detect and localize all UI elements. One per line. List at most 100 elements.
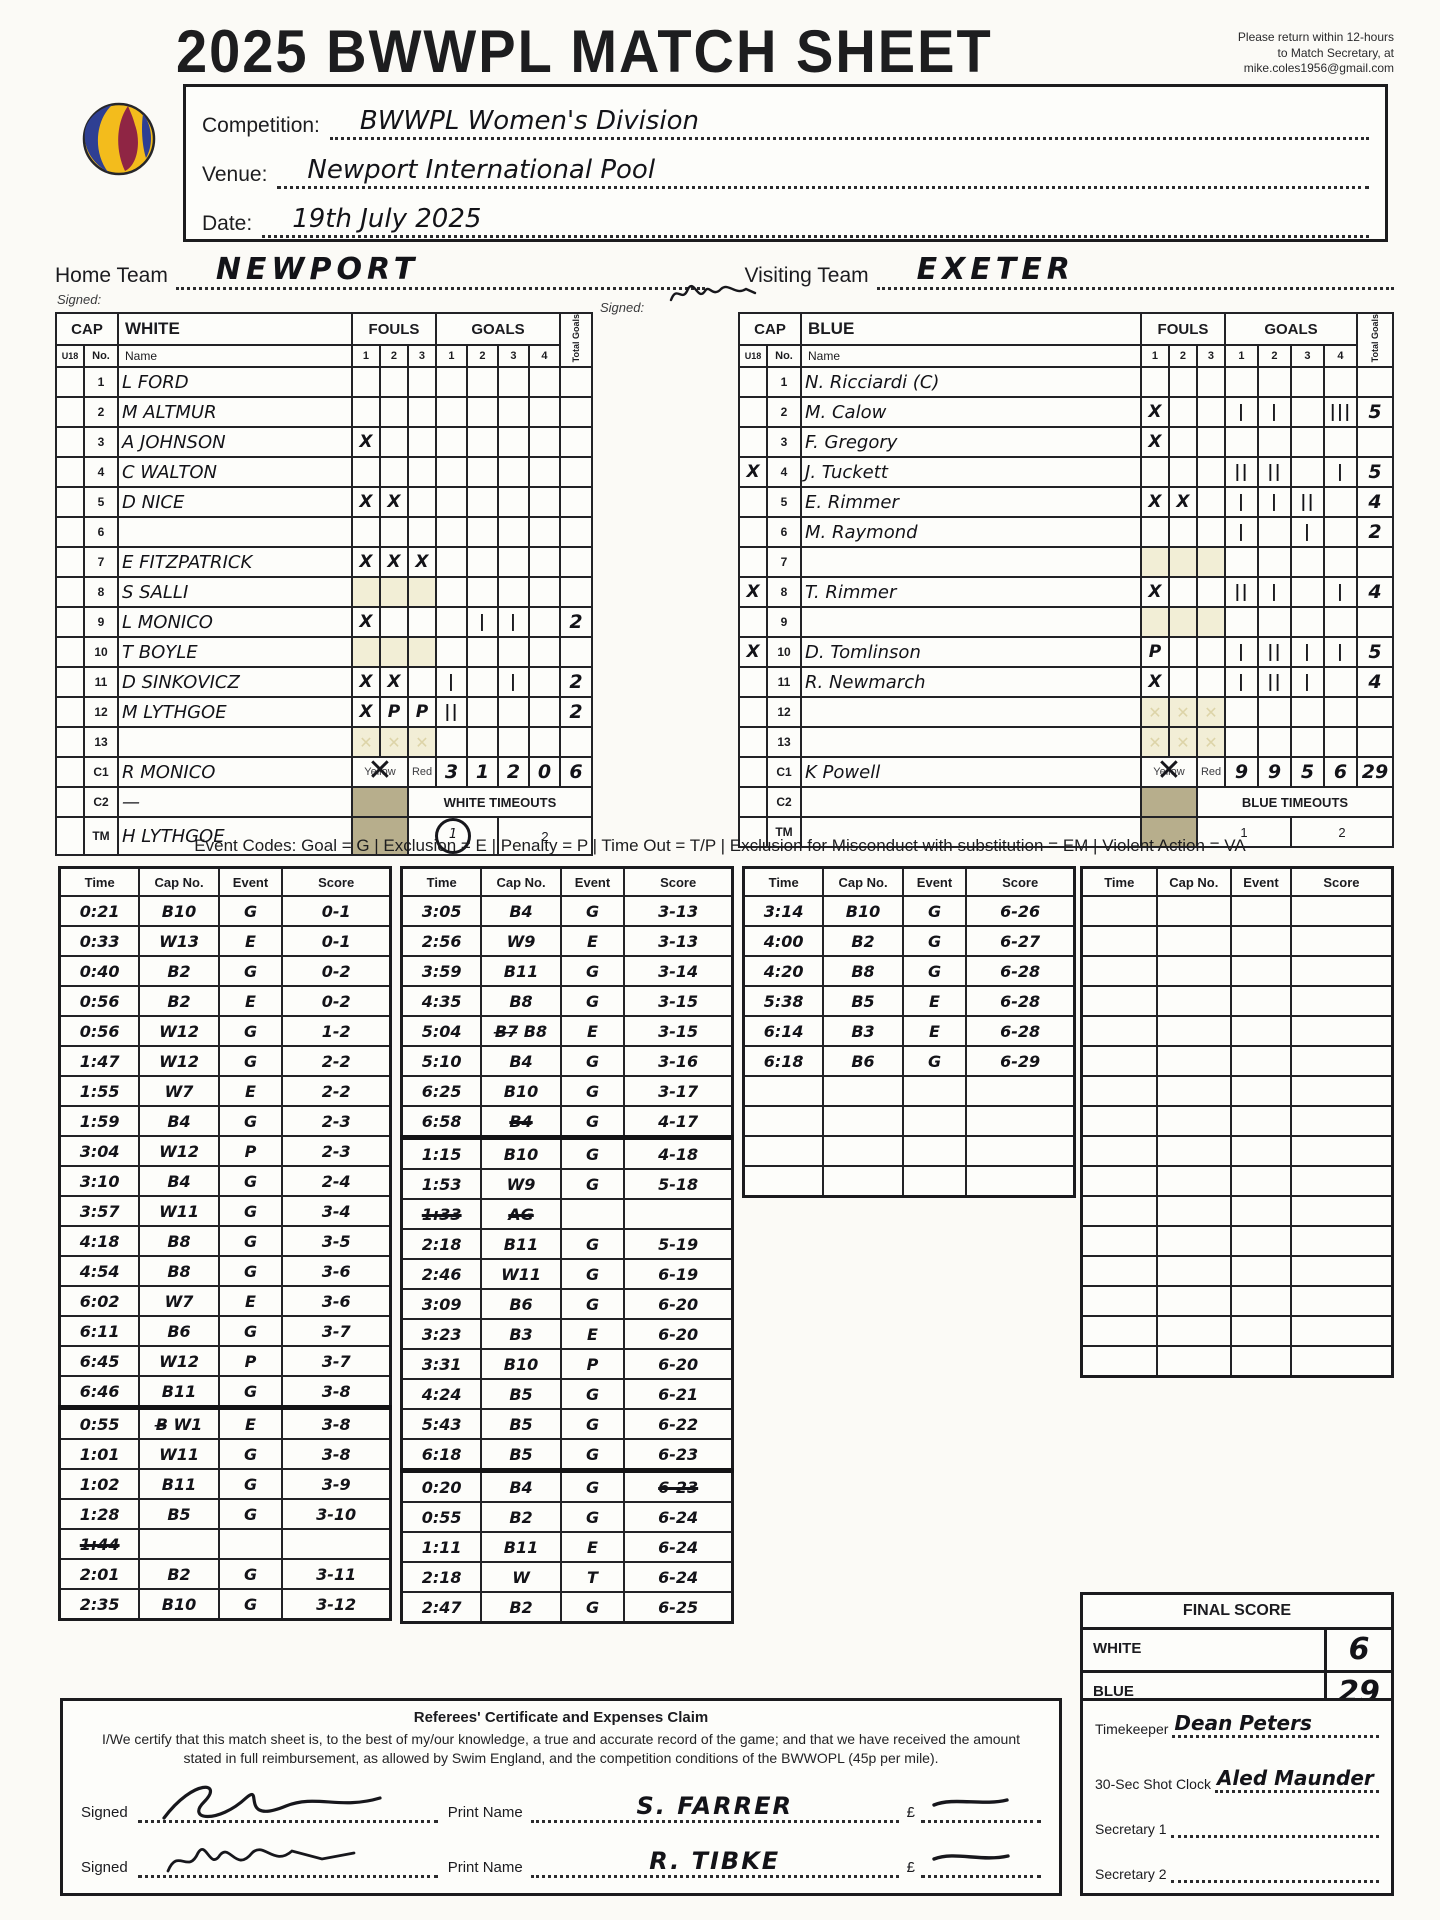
player-name: T BOYLE xyxy=(117,636,353,669)
empty-cell xyxy=(1080,925,1158,957)
event-table: Time Cap No. Event Score 0:21 B10 G 0-1 0:33 W13 E… xyxy=(58,866,392,1621)
player-name: L MONICO xyxy=(117,606,353,639)
event-cap: B4 xyxy=(480,1045,562,1077)
foul-col-3: 3 xyxy=(406,344,437,369)
event-cap: B5 xyxy=(480,1438,562,1473)
yellow-card-mark: ✕ xyxy=(367,757,393,788)
empty-cell xyxy=(1080,895,1158,927)
goal-tally xyxy=(1322,366,1359,399)
goal-col-4: 4 xyxy=(1322,344,1359,369)
timeouts-label: WHITE TIMEOUTS xyxy=(406,786,594,819)
foul-mark xyxy=(406,666,437,699)
empty-cell xyxy=(1080,1015,1158,1047)
goal-tally xyxy=(1289,696,1325,729)
secretary2-label: Secretary 2 xyxy=(1095,1866,1167,1882)
total-goals-header: Total Goals xyxy=(559,311,593,369)
event-code: G xyxy=(901,925,968,957)
foul-mark xyxy=(1195,636,1226,669)
event-cap: AG xyxy=(480,1198,562,1230)
event-col-time: Time xyxy=(400,866,483,897)
event-time: 2:46 xyxy=(400,1258,483,1290)
event-row-empty xyxy=(1080,1075,1394,1107)
empty-cell xyxy=(1155,1045,1233,1077)
event-time: 2:18 xyxy=(400,1228,483,1260)
home-signed-label: Signed: xyxy=(57,292,102,307)
event-code: G xyxy=(559,1378,626,1410)
event-row: 1:47 W12 G 2-2 xyxy=(58,1045,392,1077)
foul-mark xyxy=(1195,606,1226,639)
goal-tally xyxy=(496,366,530,399)
venue-value: Newport International Pool xyxy=(307,155,656,185)
event-code: G xyxy=(559,1469,626,1503)
event-score: 6-28 xyxy=(965,955,1076,987)
pound-label: £ xyxy=(906,1858,915,1876)
event-code: G xyxy=(559,1075,626,1107)
total-goals xyxy=(559,426,593,459)
quarter-goals: 6 xyxy=(1322,756,1359,789)
event-time: 3:31 xyxy=(400,1348,483,1380)
foul-mark xyxy=(1195,456,1226,489)
print-name-label: Print Name xyxy=(447,1858,523,1876)
event-score: 3-4 xyxy=(281,1195,392,1227)
goal-tally xyxy=(465,396,499,429)
final-score-white-label: WHITE xyxy=(1093,1640,1142,1657)
final-score-white-value: 6 xyxy=(1324,1630,1391,1670)
timeout-2-cell: 2 xyxy=(496,816,594,857)
event-score: 3-13 xyxy=(623,925,734,957)
event-score: 6-26 xyxy=(965,895,1076,927)
return-note-line2: to Match Secretary, at xyxy=(1277,45,1395,60)
empty-cell xyxy=(1230,985,1292,1017)
total-goals: 29 xyxy=(1356,756,1394,789)
empty-cell xyxy=(742,1135,825,1167)
goal-tally: | xyxy=(1223,396,1259,429)
foul-mark: ✕ xyxy=(1139,696,1170,729)
total-goals: 2 xyxy=(1356,516,1394,549)
u18-mark xyxy=(738,396,768,429)
foul-mark: X xyxy=(378,546,409,579)
event-row-empty xyxy=(1080,1045,1394,1077)
goal-tally xyxy=(1223,546,1259,579)
pound-label: £ xyxy=(906,1803,915,1821)
event-row: 1:59 B4 G 2-3 xyxy=(58,1105,392,1137)
total-goals-header: Total Goals xyxy=(1356,311,1394,369)
event-code: E xyxy=(559,925,626,957)
goal-tally xyxy=(496,696,530,729)
u18-mark xyxy=(55,546,85,579)
timekeeper-label: Timekeeper xyxy=(1095,1721,1169,1737)
foul-col-2: 2 xyxy=(1167,344,1198,369)
event-code: G xyxy=(559,1288,626,1320)
event-score: 2-4 xyxy=(281,1165,392,1197)
empty-cell xyxy=(965,1135,1076,1167)
empty-cell xyxy=(1230,1345,1292,1378)
empty-cell xyxy=(1155,1075,1233,1107)
quarter-goals: 2 xyxy=(496,756,530,789)
goal-tally xyxy=(1322,426,1359,459)
event-cap: B2 xyxy=(822,925,904,957)
goal-tally xyxy=(465,726,499,759)
total-goals xyxy=(1356,606,1394,639)
goal-tally xyxy=(527,396,562,429)
shaded-cell xyxy=(1139,816,1198,849)
goal-col-4: 4 xyxy=(527,344,562,369)
empty-cell xyxy=(1080,1135,1158,1167)
goal-tally xyxy=(496,396,530,429)
goal-tally xyxy=(527,516,562,549)
empty-cell xyxy=(1230,895,1292,927)
goal-tally xyxy=(496,576,530,609)
event-score: 3-11 xyxy=(281,1558,392,1590)
event-code: E xyxy=(901,1015,968,1047)
foul-mark: X xyxy=(406,546,437,579)
event-code: G xyxy=(559,1438,626,1473)
foul-mark xyxy=(406,636,437,669)
roster-row: 7 xyxy=(738,546,1394,579)
goal-tally xyxy=(465,486,499,519)
event-time: 2:01 xyxy=(58,1558,141,1590)
event-cap: B10 xyxy=(138,1588,220,1621)
event-cap: B8 xyxy=(822,955,904,987)
total-goals xyxy=(559,726,593,759)
coach2-name xyxy=(800,786,1142,819)
event-cap: W xyxy=(480,1561,562,1593)
foul-mark: P xyxy=(1139,636,1170,669)
empty-cell xyxy=(1230,1225,1292,1257)
cap-number: 3 xyxy=(765,426,803,459)
